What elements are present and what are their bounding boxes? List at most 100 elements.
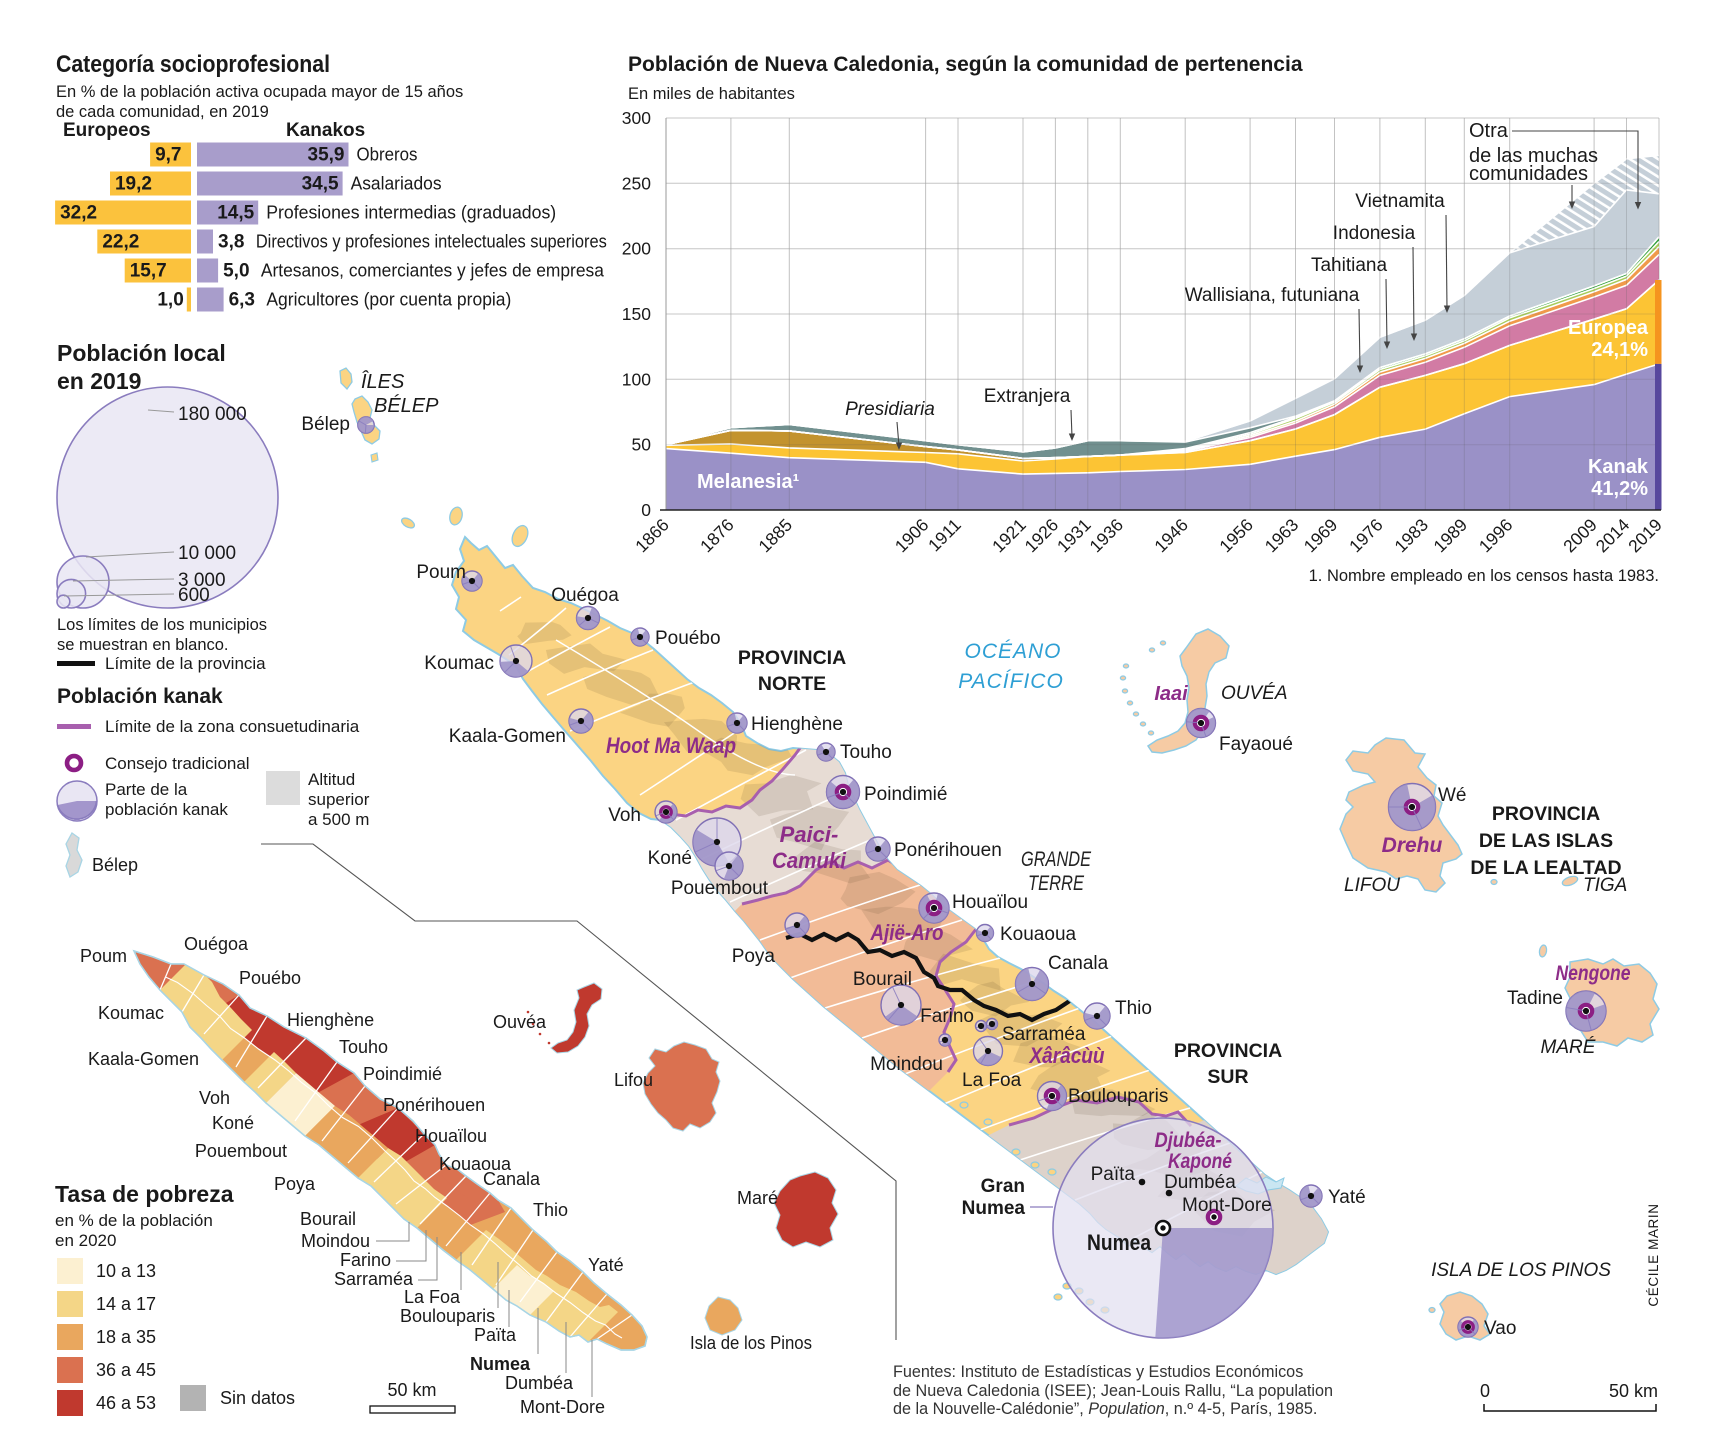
svg-text:Canala: Canala [1048, 953, 1109, 974]
svg-text:Moindou: Moindou [870, 1054, 943, 1075]
svg-text:Asalariados: Asalariados [351, 173, 442, 194]
svg-text:14 a 17: 14 a 17 [96, 1294, 156, 1314]
svg-text:en % de la población: en % de la población [55, 1211, 213, 1230]
svg-text:Población kanak: Población kanak [57, 685, 223, 708]
svg-text:15,7: 15,7 [130, 261, 167, 282]
svg-text:PROVINCIA: PROVINCIA [1174, 1040, 1282, 1062]
svg-text:Ponérihouen: Ponérihouen [894, 840, 1002, 861]
svg-text:Tasa de pobreza: Tasa de pobreza [55, 1181, 234, 1207]
svg-text:36 a 45: 36 a 45 [96, 1360, 156, 1380]
svg-text:a 500 m: a 500 m [308, 810, 369, 829]
svg-text:Voh: Voh [608, 805, 641, 826]
svg-text:SUR: SUR [1207, 1066, 1248, 1088]
svg-text:comunidades: comunidades [1469, 163, 1588, 185]
svg-text:Indonesia: Indonesia [1333, 223, 1416, 244]
svg-text:Vao: Vao [1484, 1318, 1516, 1339]
svg-text:Camuki: Camuki [772, 848, 847, 873]
svg-text:300: 300 [622, 108, 651, 128]
svg-text:Païta: Païta [1091, 1164, 1136, 1185]
svg-text:Bourail: Bourail [853, 969, 912, 990]
svg-text:Directivos y profesiones intel: Directivos y profesiones intelectuales s… [256, 231, 607, 252]
svg-text:150: 150 [622, 304, 651, 324]
svg-text:OCÉANO: OCÉANO [964, 640, 1061, 663]
svg-text:Consejo tradicional: Consejo tradicional [105, 754, 250, 773]
svg-text:Límite de la provincia: Límite de la provincia [105, 654, 266, 673]
svg-text:Obreros: Obreros [356, 144, 417, 165]
svg-text:Maré: Maré [737, 1188, 778, 1208]
svg-text:de Nueva Caledonia (ISEE); Jea: de Nueva Caledonia (ISEE); Jean-Louis Ra… [893, 1382, 1333, 1400]
svg-text:Houaïlou: Houaïlou [415, 1126, 487, 1146]
svg-text:14,5: 14,5 [217, 203, 254, 224]
svg-text:Païta: Païta [474, 1325, 517, 1345]
svg-text:Poindimié: Poindimié [363, 1064, 442, 1084]
svg-text:Touho: Touho [840, 742, 892, 763]
svg-text:10 000: 10 000 [178, 543, 236, 564]
svg-text:ÎLES: ÎLES [361, 370, 405, 393]
svg-text:Kanak: Kanak [1588, 456, 1649, 478]
svg-text:La Foa: La Foa [962, 1070, 1022, 1091]
svg-text:200: 200 [622, 239, 651, 259]
svg-text:Presidiaria: Presidiaria [845, 399, 935, 420]
svg-text:Kouaoua: Kouaoua [439, 1154, 512, 1174]
svg-text:Poya: Poya [274, 1174, 316, 1194]
svg-text:TERRE: TERRE [1028, 872, 1085, 895]
svg-text:Koné: Koné [212, 1113, 254, 1133]
svg-text:Hienghène: Hienghène [287, 1010, 374, 1030]
svg-text:Dumbéa: Dumbéa [505, 1373, 574, 1393]
svg-text:Pouembout: Pouembout [671, 878, 769, 899]
svg-text:50: 50 [632, 435, 652, 455]
svg-text:Ouvéa: Ouvéa [493, 1012, 547, 1032]
svg-text:de las muchas: de las muchas [1469, 145, 1598, 167]
svg-text:se muestran en blanco.: se muestran en blanco. [57, 636, 229, 654]
svg-text:Boulouparis: Boulouparis [1068, 1086, 1168, 1107]
svg-text:46 a 53: 46 a 53 [96, 1393, 156, 1413]
svg-text:TIGA: TIGA [1583, 875, 1627, 896]
svg-text:DE LA LEALTAD: DE LA LEALTAD [1470, 857, 1621, 879]
svg-text:18 a 35: 18 a 35 [96, 1327, 156, 1347]
svg-text:Boulouparis: Boulouparis [400, 1306, 495, 1326]
svg-text:Thio: Thio [533, 1200, 568, 1220]
svg-text:de la Nouvelle-Calédonie”, Pop: de la Nouvelle-Calédonie”, Population, n… [893, 1400, 1317, 1418]
svg-text:Canala: Canala [483, 1169, 541, 1189]
svg-text:Sarraméa: Sarraméa [334, 1269, 414, 1289]
svg-text:PROVINCIA: PROVINCIA [738, 647, 846, 669]
svg-text:Población de Nueva Caledonia,: Población de Nueva Caledonia, según la c… [628, 53, 1303, 76]
svg-text:Melanesia¹: Melanesia¹ [697, 471, 800, 493]
svg-text:Kaponé: Kaponé [1168, 1150, 1232, 1173]
svg-text:Koumac: Koumac [98, 1003, 164, 1023]
svg-text:Kaala-Gomen: Kaala-Gomen [449, 726, 566, 747]
svg-text:24,1%: 24,1% [1591, 339, 1648, 361]
svg-text:32,2: 32,2 [60, 203, 97, 224]
svg-text:Houaïlou: Houaïlou [952, 892, 1028, 913]
svg-text:Paici-: Paici- [780, 822, 839, 847]
svg-text:Dumbéa: Dumbéa [1164, 1172, 1236, 1193]
svg-text:Hoot Ma Waap: Hoot Ma Waap [606, 733, 736, 758]
svg-text:Ponérihouen: Ponérihouen [383, 1095, 485, 1115]
svg-text:50 km: 50 km [1609, 1381, 1658, 1401]
svg-text:PROVINCIA: PROVINCIA [1492, 803, 1600, 825]
svg-text:Farino: Farino [920, 1006, 974, 1027]
svg-text:Mont-Dore: Mont-Dore [1182, 1195, 1272, 1216]
svg-text:En % de la población activa oc: En % de la población activa ocupada mayo… [56, 83, 463, 101]
svg-text:Sin datos: Sin datos [220, 1388, 295, 1408]
svg-text:Nengone: Nengone [1556, 962, 1631, 985]
svg-text:GRANDE: GRANDE [1021, 848, 1092, 871]
svg-text:Artesanos, comerciantes y jefe: Artesanos, comerciantes y jefes de empre… [261, 260, 605, 281]
svg-text:BÉLEP: BÉLEP [374, 394, 439, 417]
svg-text:1. Nombre empleado en los cens: 1. Nombre empleado en los censos hasta 1… [1309, 567, 1659, 585]
svg-text:Parte de la: Parte de la [105, 780, 188, 799]
svg-text:Lifou: Lifou [614, 1070, 653, 1090]
svg-text:Altitud: Altitud [308, 770, 355, 789]
svg-text:Ouégoa: Ouégoa [551, 585, 619, 606]
svg-text:3 000: 3 000 [178, 570, 226, 591]
svg-text:Kaala-Gomen: Kaala-Gomen [88, 1049, 199, 1069]
svg-text:Agricultores (por cuenta propi: Agricultores (por cuenta propia) [266, 289, 511, 310]
svg-text:Profesiones intermedias (gradu: Profesiones intermedias (graduados) [266, 202, 556, 223]
svg-text:Europea: Europea [1568, 317, 1649, 339]
svg-text:Tahitiana: Tahitiana [1311, 255, 1387, 276]
svg-text:Bourail: Bourail [300, 1209, 356, 1229]
svg-text:Numea: Numea [962, 1198, 1026, 1219]
svg-text:Sarraméa: Sarraméa [1002, 1024, 1086, 1045]
svg-text:6,3: 6,3 [229, 290, 255, 311]
svg-text:OUVÉA: OUVÉA [1221, 683, 1288, 704]
